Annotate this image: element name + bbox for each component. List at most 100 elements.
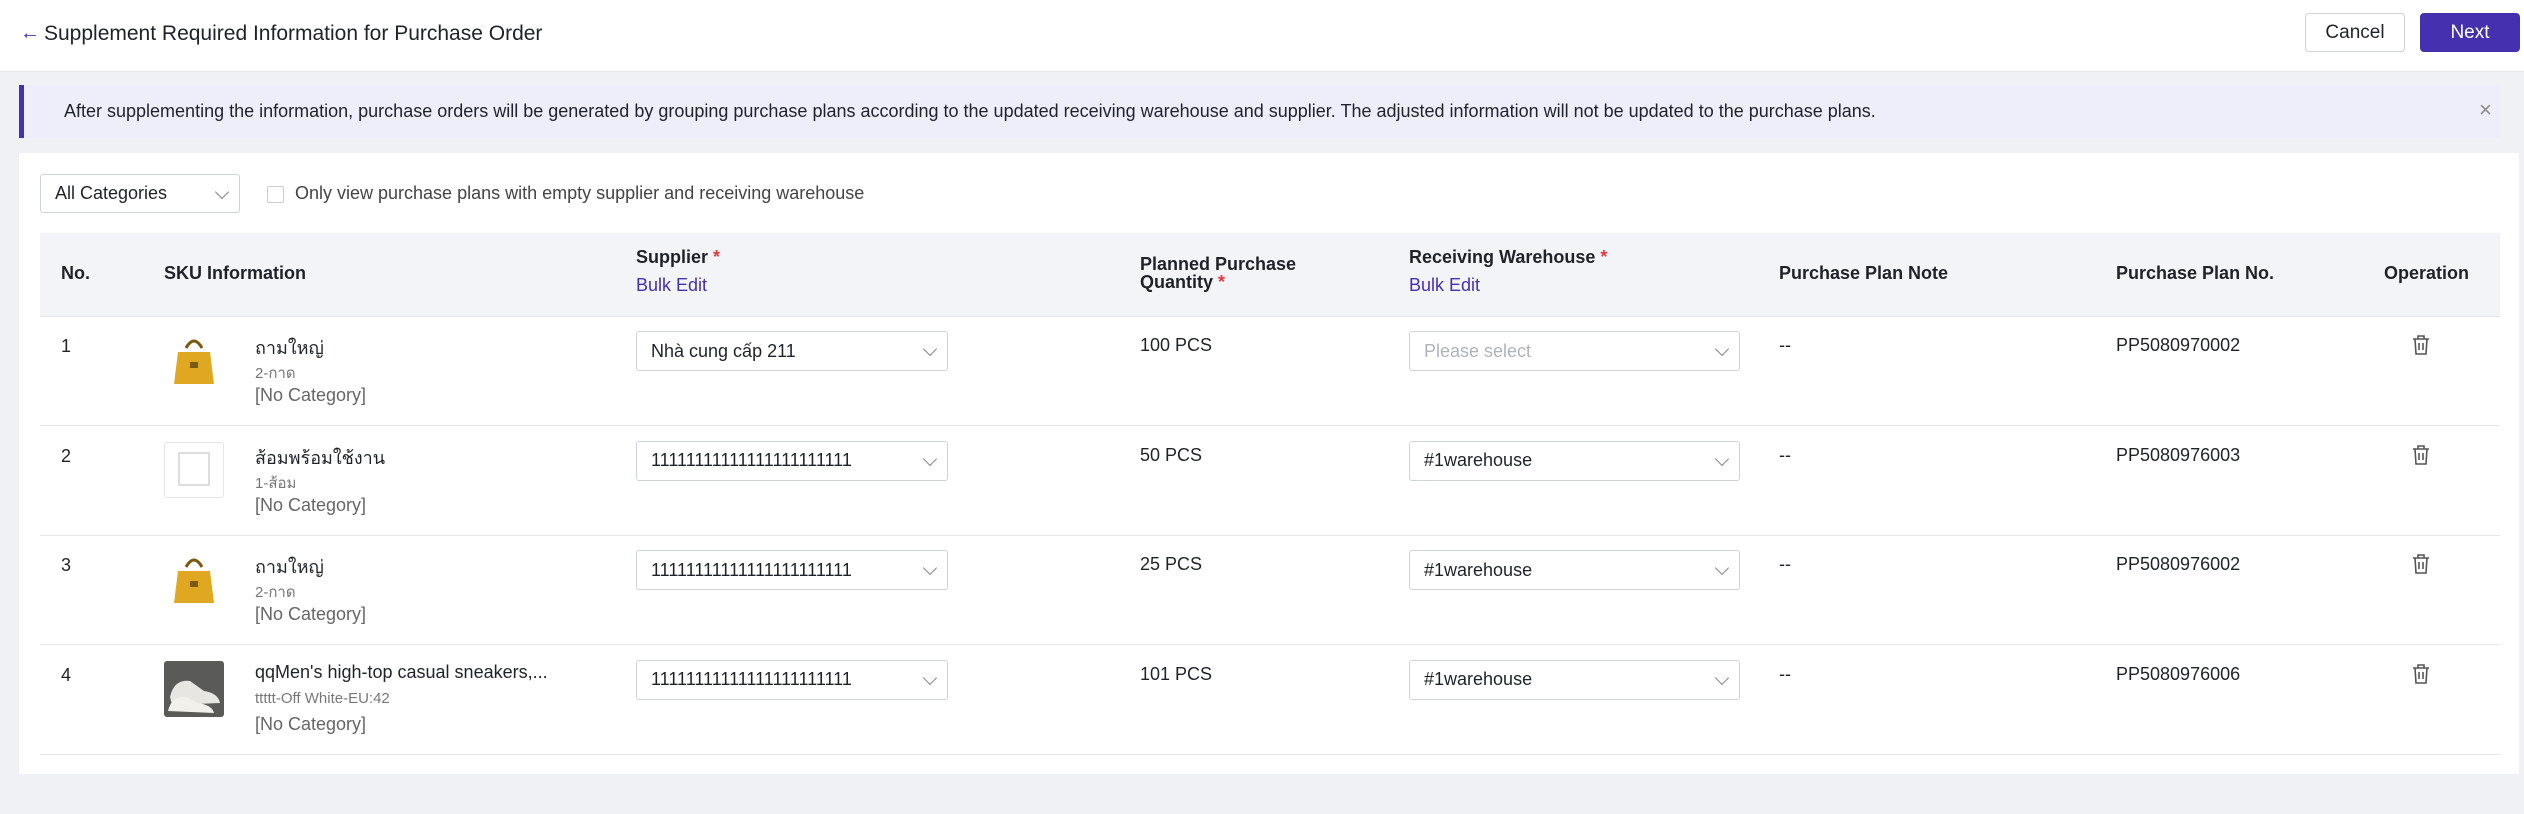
category-select[interactable]: All Categories	[40, 174, 240, 213]
supplier-select[interactable]: Nhà cung cấp 211	[636, 331, 948, 371]
column-label: SKU Information	[164, 263, 306, 283]
plan-number: PP5080970002	[2116, 335, 2241, 355]
supplier-value: 11111111111111111111111	[651, 450, 852, 470]
required-mark: *	[1218, 272, 1226, 292]
banner-text: After supplementing the information, pur…	[64, 101, 1876, 121]
sku-category: [No Category]	[255, 494, 367, 515]
no-image	[178, 451, 210, 486]
row-number: 1	[61, 336, 72, 356]
content-card: All Categories Only view purchase plans …	[19, 153, 2519, 774]
column-header: Planned Purchase Quantity *	[1140, 255, 1300, 291]
delete-button[interactable]	[2411, 334, 2431, 361]
sku-name: ถามใหญ่	[255, 338, 324, 358]
supplier-select[interactable]: 11111111111111111111111	[636, 550, 948, 590]
column-label: Purchase Plan Note	[1779, 263, 1949, 283]
cancel-button[interactable]: Cancel	[2305, 13, 2405, 52]
back-arrow[interactable]: ←	[20, 22, 40, 44]
column-label: No.	[61, 263, 90, 283]
plan-note: --	[1779, 335, 1791, 355]
bulk-edit-link[interactable]: Bulk Edit	[1409, 275, 1481, 295]
trash-icon	[2413, 335, 2429, 355]
close-banner[interactable]: ×	[2479, 97, 2492, 122]
next-button[interactable]: Next	[2420, 13, 2520, 52]
sku-spec: 2-กาด	[255, 365, 296, 382]
quantity: 25 PCS	[1140, 554, 1203, 574]
table-header: No. SKU Information Supplier * Bulk Edit Plan…	[40, 233, 2500, 317]
chevron	[1714, 670, 1730, 685]
delete-button[interactable]	[2411, 663, 2431, 690]
warehouse-placeholder: Please select	[1424, 340, 1532, 361]
table: No. SKU Information Supplier * Bulk Edit Plan…	[40, 233, 2500, 755]
sku-image	[164, 332, 224, 388]
sku-name: ถามใหญ่	[255, 557, 324, 577]
sku-image	[164, 441, 224, 498]
sku-category: [No Category]	[255, 604, 367, 624]
table-row: 4 qqMen's high-top casual sneakers,... ttt…	[40, 645, 2500, 755]
column-header: No.	[61, 263, 90, 284]
row-number: 2	[61, 445, 72, 466]
column-label: Receiving Warehouse	[1409, 247, 1596, 267]
delete-button[interactable]	[2411, 553, 2431, 580]
delete-button[interactable]	[2411, 444, 2431, 471]
table-row: 1 ถามใหญ่ 2-กาด [No Category] Nhà cung cấp 2…	[40, 316, 2500, 426]
quantity: 101 PCS	[1140, 663, 1213, 684]
quantity: 100 PCS	[1140, 335, 1213, 355]
warehouse-select[interactable]: Please select	[1409, 331, 1740, 371]
warehouse-select[interactable]: #1warehouse	[1409, 659, 1740, 700]
checkbox-label: Only view purchase plans with empty supp…	[295, 183, 865, 203]
plan-number: PP5080976003	[2116, 444, 2241, 465]
warehouse-value: #1warehouse	[1424, 559, 1533, 580]
plan-note: --	[1779, 444, 1791, 465]
sku-spec: ttttt-Off White-EU:42	[255, 689, 390, 707]
quantity: 50 PCS	[1140, 444, 1203, 465]
chevron	[214, 184, 230, 200]
warehouse-select[interactable]: #1warehouse	[1409, 550, 1740, 590]
chevron	[922, 670, 938, 685]
warehouse-select[interactable]: #1warehouse	[1409, 440, 1740, 481]
sku-spec: 1-ส้อม	[255, 474, 297, 492]
plan-number: PP5080976006	[2116, 663, 2241, 684]
trash-icon	[2413, 554, 2429, 574]
sku-category: [No Category]	[255, 713, 367, 734]
top-bar: ← Supplement Required Information for Pu…	[0, 0, 2524, 72]
sku-name: qqMen's high-top casual sneakers,...	[255, 661, 548, 682]
supplier-select[interactable]: 11111111111111111111111	[636, 440, 948, 481]
warehouse-value: #1warehouse	[1424, 450, 1533, 470]
column-label: Planned Purchase Quantity	[1140, 254, 1297, 292]
column-header: Receiving Warehouse *	[1409, 247, 1607, 268]
column-label: Purchase Plan No.	[2116, 263, 2275, 283]
supplier-value: 11111111111111111111111	[651, 559, 852, 580]
column-label: Operation	[2384, 263, 2470, 283]
sku-name: ส้อมพร้อมใช้งาน	[255, 447, 386, 468]
trash-icon	[2413, 444, 2429, 465]
chevron	[1714, 451, 1730, 466]
required-mark: *	[713, 247, 721, 267]
table-row: 3 ถามใหญ่ 2-กาด [No Category] 11111111111111…	[40, 535, 2500, 645]
row-number: 4	[61, 664, 72, 685]
column-label: Supplier	[636, 247, 709, 267]
chevron	[922, 560, 938, 576]
sku-spec: 2-กาด	[255, 584, 296, 601]
info-banner: After supplementing the information, pur…	[19, 85, 2500, 138]
chevron	[1714, 341, 1730, 357]
plan-number: PP5080976002	[2116, 554, 2241, 574]
checkbox[interactable]	[267, 186, 284, 203]
column-header: Purchase Plan Note	[1779, 263, 1948, 284]
row-number: 3	[61, 555, 72, 575]
trash-icon	[2413, 663, 2429, 684]
column-header: Purchase Plan No.	[2116, 263, 2274, 284]
bag-icon	[174, 339, 214, 384]
column-header: Supplier *	[636, 247, 720, 268]
supplier-select[interactable]: 11111111111111111111111	[636, 659, 948, 700]
supplier-value: 11111111111111111111111	[651, 669, 852, 689]
plan-note: --	[1779, 554, 1791, 574]
sku-image	[164, 551, 224, 607]
bulk-edit-link[interactable]: Bulk Edit	[636, 275, 708, 295]
chevron	[922, 341, 938, 357]
warehouse-value: #1warehouse	[1424, 669, 1533, 689]
chevron	[1714, 560, 1730, 576]
sku-image	[164, 660, 224, 717]
plan-note: --	[1779, 663, 1791, 684]
table-row: 2 ส้อมพร้อมใช้งาน 1-ส้อม [No Category] 11111…	[40, 426, 2500, 536]
